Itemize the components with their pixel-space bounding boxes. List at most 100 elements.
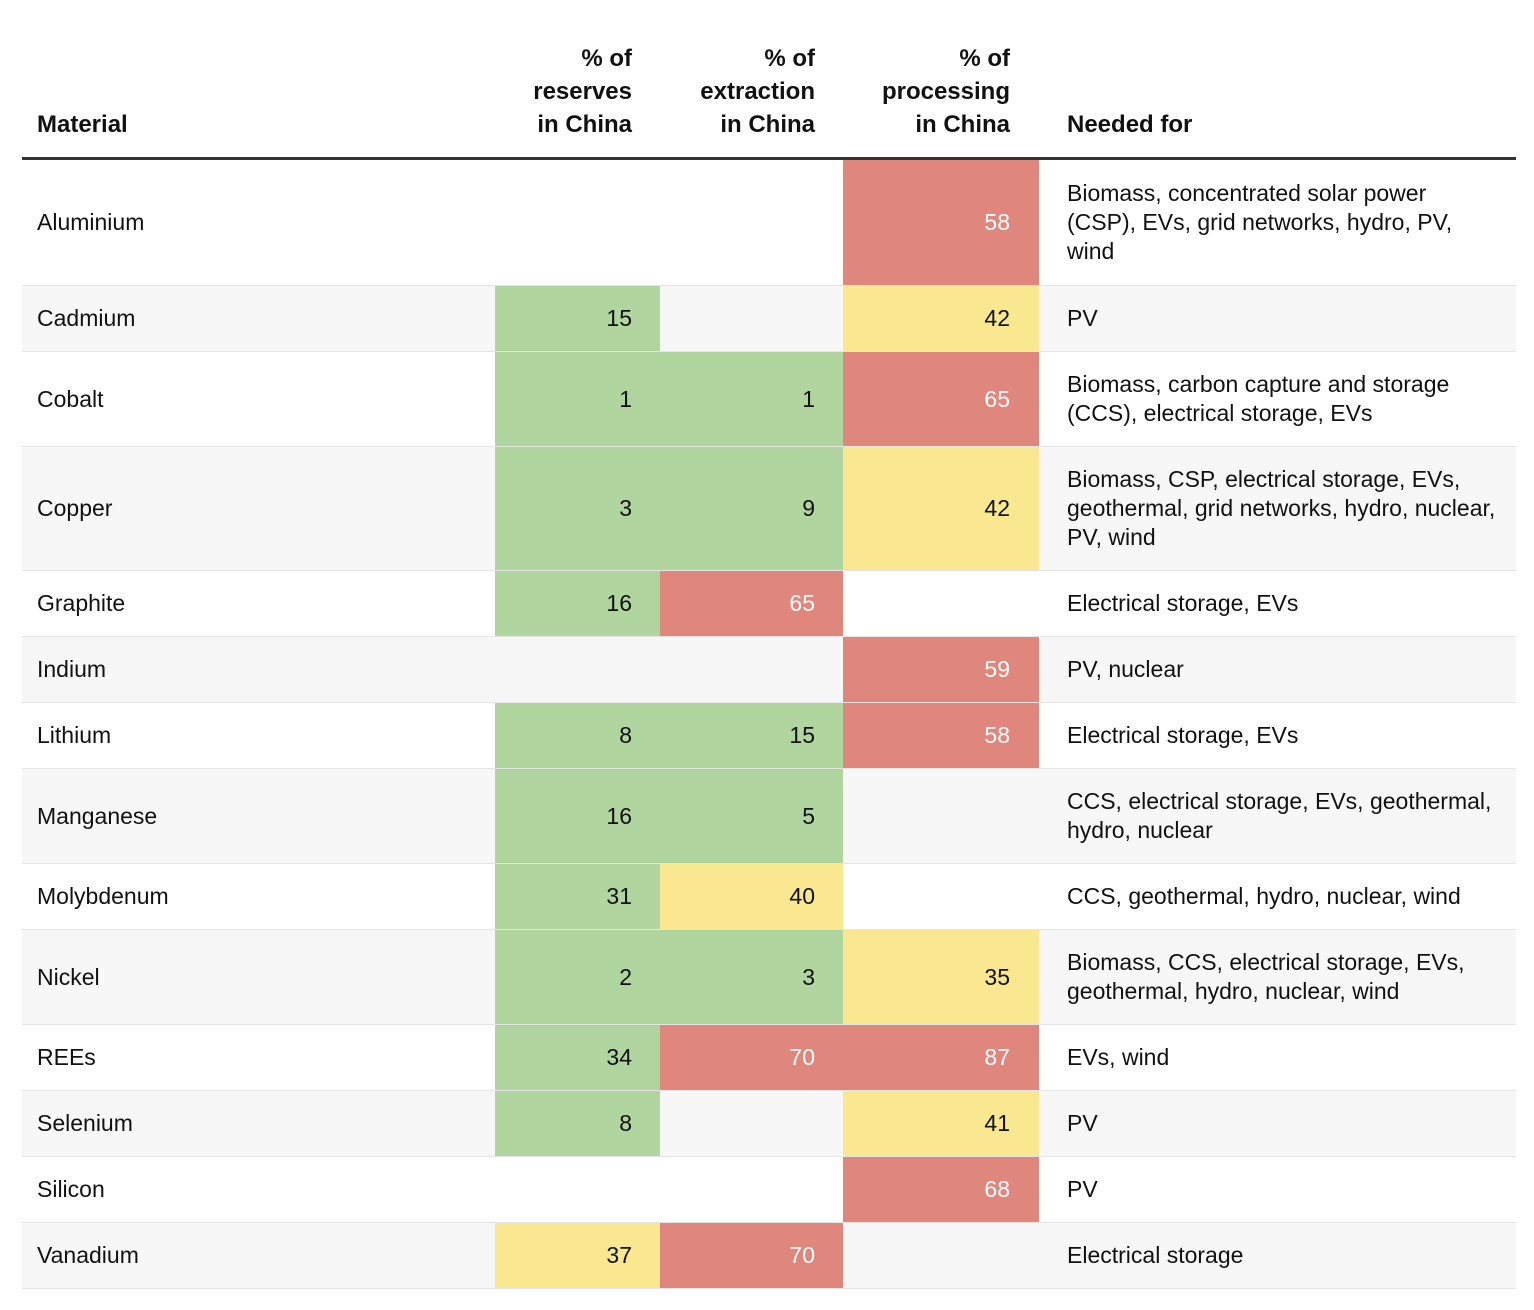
needed-for-cell: PV, nuclear — [1067, 656, 1184, 682]
processing-cell: 42 — [843, 447, 1039, 570]
table-row: Selenium 8 41 PV — [22, 1091, 1516, 1157]
processing-cell: 65 — [843, 352, 1039, 446]
reserves-cell: 34 — [495, 1025, 660, 1090]
extraction-cell: 15 — [660, 703, 843, 768]
reserves-cell: 8 — [495, 703, 660, 768]
processing-cell — [843, 1223, 1039, 1288]
extraction-cell: 65 — [660, 571, 843, 636]
needed-for-cell: EVs, wind — [1067, 1044, 1170, 1070]
needed-for-cell: Electrical storage, EVs — [1067, 722, 1299, 748]
header-processing-line: in China — [915, 111, 1010, 138]
table-row: Cadmium 15 42 PV — [22, 286, 1516, 352]
material-cell: Selenium — [37, 1110, 133, 1136]
header-processing-line: % of — [959, 45, 1010, 72]
material-cell: Cobalt — [37, 385, 104, 412]
materials-table: Material % of reserves in China % of ext… — [22, 0, 1516, 1289]
header-material-line: Material — [37, 111, 128, 138]
table-row: Graphite 16 65 Electrical storage, EVs — [22, 571, 1516, 637]
reserves-cell: 8 — [495, 1091, 660, 1156]
processing-cell — [843, 769, 1039, 863]
reserves-cell: 37 — [495, 1223, 660, 1288]
table-row: Molybdenum 31 40 CCS, geothermal, hydro, nu… — [22, 864, 1516, 930]
material-cell: Lithium — [37, 722, 112, 748]
needed-for-cell: Biomass, CCS, electrical storage, EVs, g… — [1067, 949, 1465, 1004]
header-reserves-line: in China — [537, 111, 632, 138]
header-processing-line: processing — [881, 78, 1010, 105]
needed-for-cell: Biomass, carbon capture and storage (CCS… — [1067, 371, 1450, 426]
material-cell: REEs — [37, 1044, 96, 1070]
header-processing: % of processing in China — [843, 42, 1039, 157]
material-cell: Graphite — [37, 590, 126, 616]
header-extraction-line: extraction — [700, 78, 815, 105]
processing-cell: 87 — [843, 1025, 1039, 1090]
needed-for-cell: Electrical storage, EVs — [1067, 590, 1299, 616]
processing-cell: 68 — [843, 1157, 1039, 1222]
material-cell: Molybdenum — [37, 883, 169, 909]
extraction-cell: 70 — [660, 1223, 843, 1288]
processing-cell: 58 — [843, 160, 1039, 285]
table-row: Lithium 8 15 58 Electrical storage, EVs — [22, 703, 1516, 769]
table-row: Cobalt 1 1 65 Biomass, carbon capture and st… — [22, 352, 1516, 447]
header-extraction-line: % of — [764, 45, 815, 72]
reserves-cell: 1 — [495, 352, 660, 446]
table-row: Manganese 16 5 CCS, electrical storage, EVs… — [22, 769, 1516, 864]
table-row: Indium 59 PV, nuclear — [22, 637, 1516, 703]
material-cell: Silicon — [37, 1176, 105, 1202]
needed-for-cell: Electrical storage — [1067, 1242, 1244, 1268]
reserves-cell — [495, 1157, 660, 1222]
table-row: REEs 34 70 87 EVs, wind — [22, 1025, 1516, 1091]
processing-cell — [843, 864, 1039, 929]
material-cell: Indium — [37, 656, 107, 682]
extraction-cell: 70 — [660, 1025, 843, 1090]
needed-for-cell: PV — [1067, 305, 1098, 331]
table-row: Copper 3 9 42 Biomass, CSP, electrical stora… — [22, 447, 1516, 571]
material-cell: Nickel — [37, 963, 100, 990]
reserves-cell: 15 — [495, 286, 660, 351]
table-body: Aluminium 58 Biomass, concentrated solar p… — [22, 160, 1516, 1289]
extraction-cell: 3 — [660, 930, 843, 1024]
table-header: Material % of reserves in China % of ext… — [22, 0, 1516, 160]
header-needed-for-line: Needed for — [1067, 111, 1193, 138]
reserves-cell: 2 — [495, 930, 660, 1024]
processing-cell: 58 — [843, 703, 1039, 768]
needed-for-cell: PV — [1067, 1110, 1098, 1136]
table-row: Nickel 2 3 35 Biomass, CCS, electrical stora… — [22, 930, 1516, 1025]
reserves-cell — [495, 160, 660, 285]
header-reserves-line: % of — [581, 45, 632, 72]
header-needed-for: Needed for — [1039, 108, 1516, 157]
reserves-cell: 31 — [495, 864, 660, 929]
extraction-cell: 40 — [660, 864, 843, 929]
processing-cell: 35 — [843, 930, 1039, 1024]
needed-for-cell: Biomass, concentrated solar power (CSP),… — [1067, 180, 1453, 264]
processing-cell: 59 — [843, 637, 1039, 702]
material-cell: Vanadium — [37, 1242, 139, 1268]
extraction-cell — [660, 286, 843, 351]
header-material: Material — [22, 108, 495, 157]
reserves-cell — [495, 637, 660, 702]
extraction-cell: 5 — [660, 769, 843, 863]
table-row: Aluminium 58 Biomass, concentrated solar p… — [22, 160, 1516, 286]
processing-cell: 41 — [843, 1091, 1039, 1156]
extraction-cell — [660, 637, 843, 702]
reserves-cell: 16 — [495, 571, 660, 636]
processing-cell: 42 — [843, 286, 1039, 351]
reserves-cell: 3 — [495, 447, 660, 570]
header-extraction: % of extraction in China — [660, 42, 843, 157]
material-cell: Copper — [37, 495, 113, 521]
needed-for-cell: CCS, electrical storage, EVs, geothermal… — [1067, 788, 1492, 843]
header-reserves-line: reserves — [533, 78, 632, 105]
material-cell: Cadmium — [37, 305, 136, 331]
extraction-cell: 1 — [660, 352, 843, 446]
material-cell: Manganese — [37, 802, 158, 829]
table-row: Vanadium 37 70 Electrical storage — [22, 1223, 1516, 1289]
header-extraction-line: in China — [720, 111, 815, 138]
table-row: Silicon 68 PV — [22, 1157, 1516, 1223]
extraction-cell — [660, 1091, 843, 1156]
extraction-cell: 9 — [660, 447, 843, 570]
extraction-cell — [660, 160, 843, 285]
processing-cell — [843, 571, 1039, 636]
needed-for-cell: PV — [1067, 1176, 1098, 1202]
needed-for-cell: Biomass, CSP, electrical storage, EVs, g… — [1067, 466, 1496, 550]
extraction-cell — [660, 1157, 843, 1222]
material-cell: Aluminium — [37, 209, 145, 235]
